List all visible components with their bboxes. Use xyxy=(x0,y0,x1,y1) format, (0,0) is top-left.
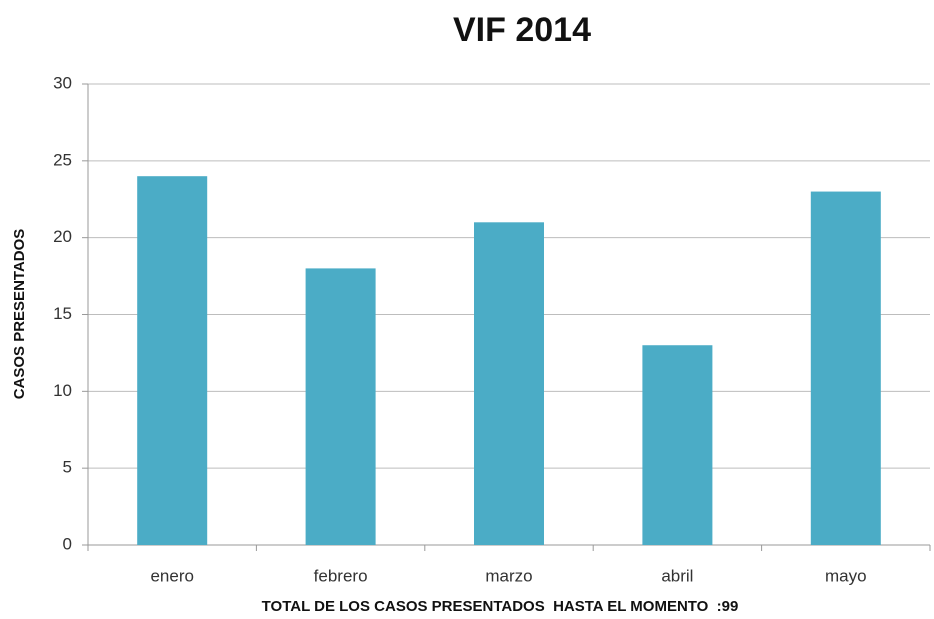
chart-title: VIF 2014 xyxy=(453,11,591,49)
x-tick-label: enero xyxy=(150,566,193,585)
bar xyxy=(810,191,881,546)
x-tick-label: marzo xyxy=(485,566,532,585)
x-tick-label: febrero xyxy=(314,566,368,585)
x-tick-label: abril xyxy=(661,566,693,585)
bar xyxy=(305,268,376,545)
y-tick-label: 5 xyxy=(63,458,72,477)
y-tick-label: 25 xyxy=(53,150,72,169)
y-tick-label: 20 xyxy=(53,227,72,246)
y-axis-title: CASOS PRESENTADOS xyxy=(11,229,28,400)
bar xyxy=(642,345,713,545)
y-tick-label: 10 xyxy=(53,381,72,400)
y-tick-label: 15 xyxy=(53,304,72,323)
x-tick-label: mayo xyxy=(825,566,867,585)
y-tick-label: 30 xyxy=(53,73,72,92)
y-tick-label: 0 xyxy=(63,534,72,553)
bar xyxy=(474,222,544,546)
x-axis-title: TOTAL DE LOS CASOS PRESENTADOS HASTA EL … xyxy=(262,598,739,615)
bar xyxy=(137,176,208,545)
